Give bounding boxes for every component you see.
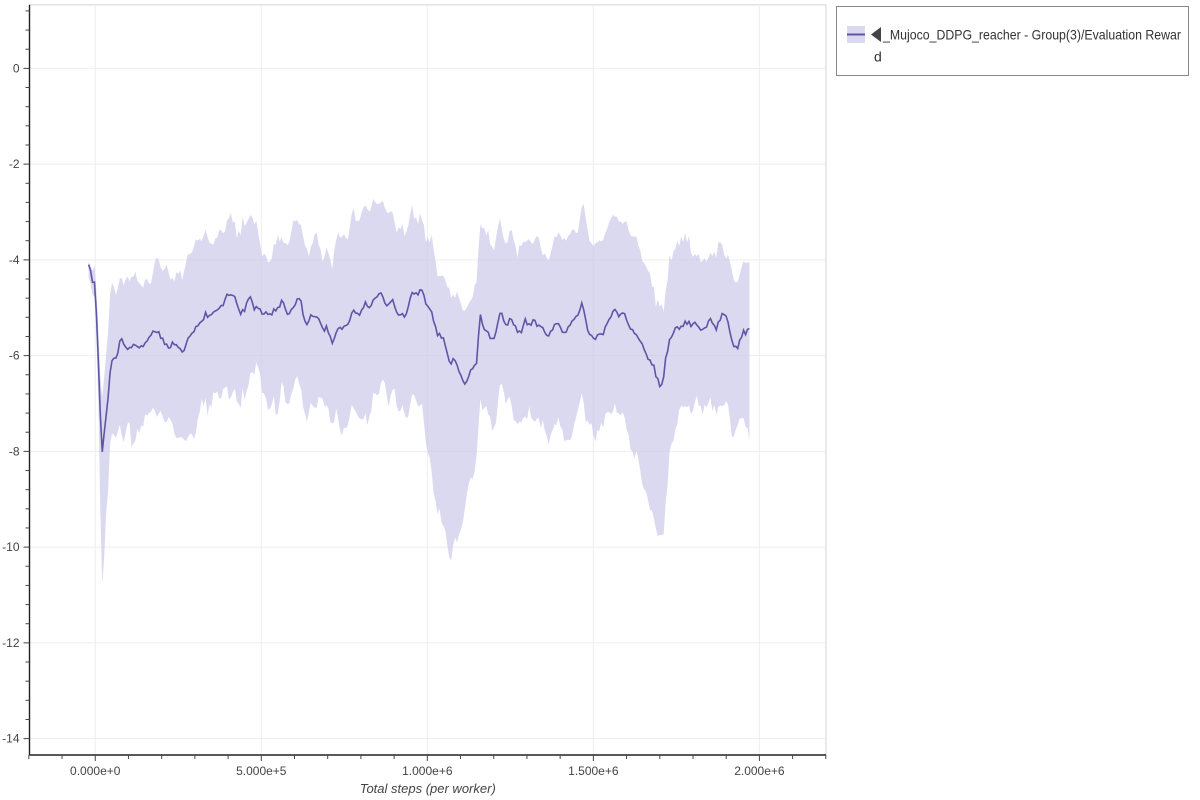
svg-text:0.000e+0: 0.000e+0: [70, 764, 121, 778]
svg-text:-8: -8: [9, 444, 20, 458]
svg-text:-6: -6: [9, 349, 20, 363]
svg-text:5.000e+5: 5.000e+5: [236, 764, 287, 778]
svg-text:-4: -4: [9, 253, 20, 267]
svg-text:-2: -2: [9, 157, 20, 171]
svg-text:0: 0: [13, 61, 20, 75]
svg-text:-12: -12: [2, 636, 20, 650]
svg-text:2.000e+6: 2.000e+6: [734, 764, 785, 778]
svg-text:Total steps (per worker): Total steps (per worker): [360, 781, 496, 796]
svg-text:d: d: [874, 49, 882, 65]
svg-text:_Mujoco_DDPG_reacher - Group(3: _Mujoco_DDPG_reacher - Group(3)/Evaluati…: [882, 27, 1181, 43]
svg-text:1.000e+6: 1.000e+6: [402, 764, 453, 778]
svg-text:-10: -10: [2, 540, 20, 554]
svg-text:1.500e+6: 1.500e+6: [568, 764, 619, 778]
svg-text:-14: -14: [2, 732, 20, 746]
